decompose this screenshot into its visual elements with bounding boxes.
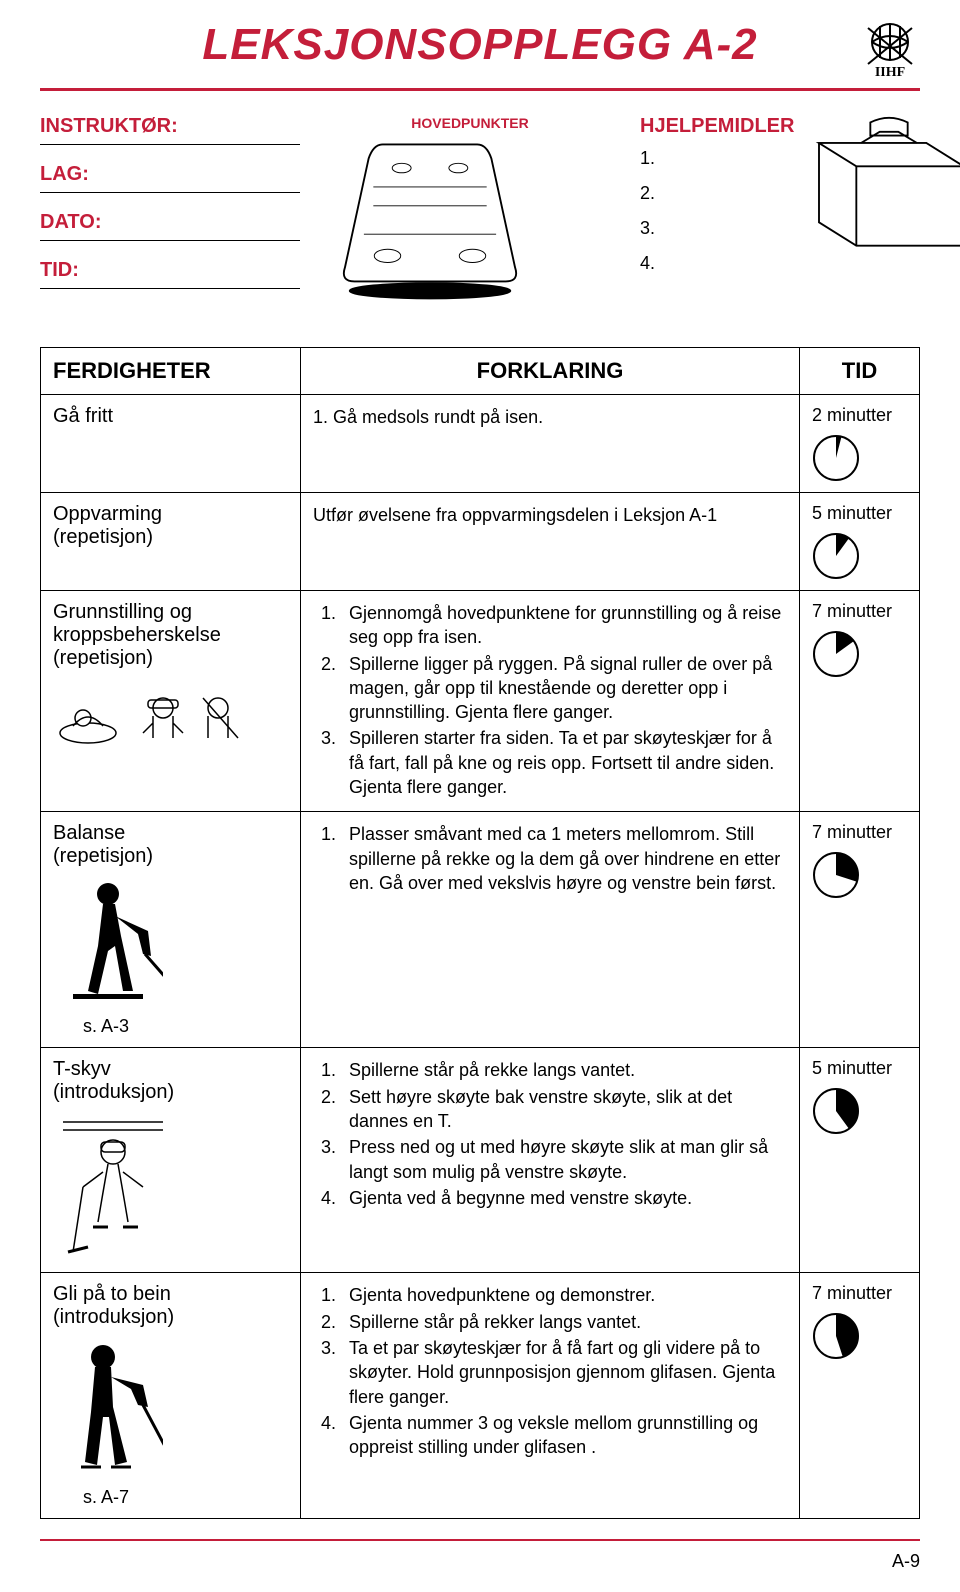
divider <box>40 88 920 91</box>
table-row: Gli på to bein(introduksjon) s. A-7 Gjent… <box>41 1273 920 1519</box>
explain-item: Spilleren starter fra siden. Ta et par s… <box>341 726 787 799</box>
time-label: 5 minutter <box>812 1058 907 1079</box>
date-label: DATO: <box>40 211 101 233</box>
table-row: Grunnstilling og kroppsbeherskelse(repet… <box>41 591 920 812</box>
explain-item: Plasser småvant med ca 1 meters mellomro… <box>341 822 787 895</box>
explain-item: Sett høyre skøyte bak venstre skøyte, sl… <box>341 1085 787 1134</box>
th-time: TID <box>800 348 920 395</box>
skill-name: Balanse <box>53 822 288 845</box>
explain-item: Spillerne står på rekker langs vantet. <box>341 1310 787 1334</box>
team-label: LAG: <box>40 163 89 185</box>
table-row: Oppvarming(repetisjon)Utfør øvelsene fra… <box>41 493 920 591</box>
explain-item: Gjenta ved å begynne med venstre skøyte. <box>341 1186 787 1210</box>
skill-name: Gå fritt <box>53 405 288 428</box>
skill-name: Oppvarming <box>53 503 288 526</box>
table-row: Balanse(repetisjon) s. A-3 Plasser småvan… <box>41 812 920 1048</box>
time-label: 2 minutter <box>812 405 907 426</box>
rink-diagram: HOVEDPUNKTER <box>330 115 610 307</box>
time-label: 7 minutter <box>812 1283 907 1304</box>
time-label: 7 minutter <box>812 601 907 622</box>
skill-sub: (introduksjon) <box>53 1081 288 1104</box>
time-label: 7 minutter <box>812 822 907 843</box>
time-label: 5 minutter <box>812 503 907 524</box>
skill-sub: (introduksjon) <box>53 1306 288 1329</box>
skill-sub: (repetisjon) <box>53 526 288 549</box>
skill-name: Gli på to bein <box>53 1283 288 1306</box>
bag-icon <box>804 115 960 255</box>
supplies-title: HJELPEMIDLER <box>640 115 794 138</box>
skill-name: Grunnstilling og kroppsbeherskelse <box>53 601 288 647</box>
page-title: LEKSJONSOPPLEGG A-2 <box>100 20 860 70</box>
page-ref: s. A-3 <box>83 1016 288 1037</box>
explain-item: Gjenta hovedpunktene og demonstrer. <box>341 1283 787 1307</box>
explain-item: Gjenta nummer 3 og veksle mellom grunnst… <box>341 1411 787 1460</box>
table-row: Gå fritt1. Gå medsols rundt på isen.2 mi… <box>41 395 920 493</box>
explain-item: Spillerne ligger på ryggen. På signal ru… <box>341 652 787 725</box>
explain-item: Gjennomgå hovedpunktene for grunnstillin… <box>341 601 787 650</box>
skill-sub: (repetisjon) <box>53 845 288 868</box>
instructor-label: INSTRUKTØR: <box>40 115 178 137</box>
th-explain: FORKLARING <box>301 348 800 395</box>
explain-item: Press ned og ut med høyre skøyte slik at… <box>341 1135 787 1184</box>
skill-name: T-skyv <box>53 1058 288 1081</box>
explain-item: Spillerne står på rekke langs vantet. <box>341 1058 787 1082</box>
th-skill: FERDIGHETER <box>41 348 301 395</box>
lesson-table: FERDIGHETER FORKLARING TID Gå fritt1. Gå… <box>40 347 920 1519</box>
svg-text:IIHF: IIHF <box>875 65 905 80</box>
iihf-logo: IIHF <box>860 20 920 80</box>
skill-sub: (repetisjon) <box>53 647 288 670</box>
time-label: TID: <box>40 259 79 281</box>
footer-divider <box>40 1539 920 1541</box>
explain-item: Ta et par skøyteskjær for å få fart og g… <box>341 1336 787 1409</box>
info-fields: INSTRUKTØR: LAG: DATO: TID: <box>40 115 300 307</box>
table-row: T-skyv(introduksjon) Spillerne står på r… <box>41 1048 920 1273</box>
supplies: HJELPEMIDLER 1. 2. 3. 4. <box>640 115 960 307</box>
page-number: A-9 <box>40 1551 920 1572</box>
page-ref: s. A-7 <box>83 1487 288 1508</box>
